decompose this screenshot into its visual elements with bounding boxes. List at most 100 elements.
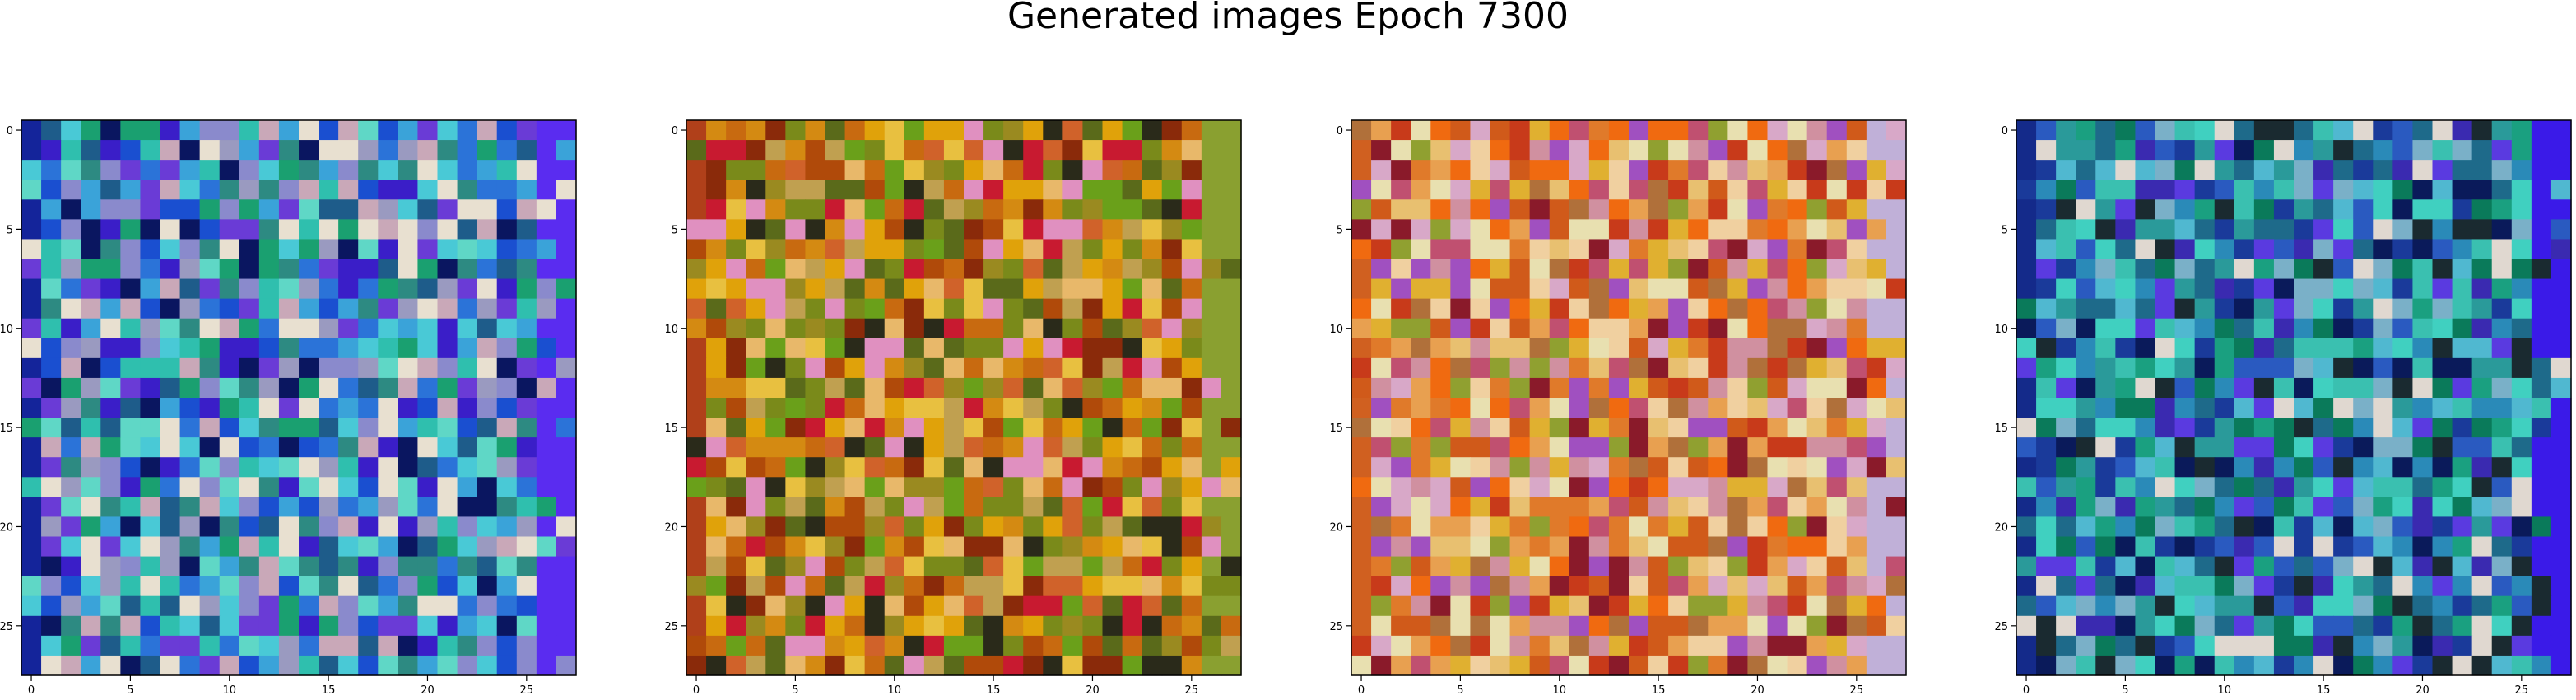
pixel-cell (2313, 180, 2334, 200)
pixel-cell (1529, 398, 1551, 418)
pixel-cell (457, 259, 478, 280)
pixel-cell (2511, 318, 2532, 339)
pixel-cell (1608, 180, 1630, 200)
pixel-cell (1747, 338, 1769, 359)
pixel-cell (2174, 278, 2196, 300)
pixel-cell (2412, 278, 2434, 300)
pixel-cell (1727, 418, 1749, 438)
pixel-cell (2313, 615, 2334, 637)
pixel-cell (1470, 120, 1491, 141)
pixel-cell (2412, 516, 2434, 538)
pixel-cell (825, 418, 846, 438)
pixel-cell (2234, 477, 2255, 497)
pixel-cell (120, 338, 142, 359)
pixel-cell (1629, 199, 1649, 220)
pixel-cell (2234, 556, 2255, 577)
pixel-cell (61, 318, 81, 339)
pixel-cell (100, 298, 121, 320)
pixel-cell (1391, 199, 1411, 220)
pixel-cell (1043, 180, 1063, 200)
pixel-cell (1529, 516, 1551, 538)
pixel-cell (140, 398, 161, 418)
pixel-cell (258, 516, 280, 538)
pixel-cell (1588, 595, 1610, 617)
pixel-cell (41, 398, 62, 418)
pixel-cell (81, 516, 101, 538)
pixel-cell (1569, 278, 1590, 300)
pixel-cell (278, 219, 300, 240)
pixel-cell (1430, 160, 1451, 180)
pixel-cell (398, 357, 419, 379)
pixel-cell (1886, 259, 1907, 280)
pixel-cell (686, 338, 707, 359)
pixel-cell (1747, 120, 1769, 141)
pixel-cell (1181, 278, 1202, 300)
pixel-cell (2115, 298, 2137, 320)
pixel-cell (1062, 199, 1084, 220)
pixel-cell (477, 239, 498, 260)
pixel-cell (358, 160, 379, 180)
pixel-cell (179, 477, 201, 497)
pixel-cell (1161, 338, 1183, 359)
pixel-cell (120, 298, 142, 320)
pixel-cell (496, 338, 518, 359)
pixel-cell (1003, 477, 1024, 497)
pixel-cell (1082, 120, 1104, 141)
pixel-cell (457, 298, 478, 320)
pixel-cell (1102, 357, 1123, 379)
pixel-cell (457, 398, 478, 418)
pixel-cell (2491, 536, 2513, 558)
pixel-cell (1509, 219, 1531, 240)
pixel-cell (496, 140, 518, 161)
pixel-cell (1629, 120, 1649, 141)
pixel-cell (2036, 418, 2057, 438)
pixel-cell (1043, 199, 1063, 220)
pixel-cell (1588, 516, 1610, 538)
pixel-cell (2313, 219, 2334, 240)
pixel-cell (358, 318, 379, 339)
pixel-cell (1102, 635, 1123, 656)
pixel-cell (1470, 556, 1491, 577)
pixel-cell (258, 120, 280, 141)
pixel-cell (536, 635, 557, 656)
pixel-cell (2313, 655, 2334, 676)
pixel-cell (2273, 418, 2295, 438)
pixel-cell (884, 536, 905, 558)
pixel-cell (1351, 199, 1372, 220)
pixel-cell (2115, 477, 2137, 497)
pixel-cell (1391, 437, 1411, 458)
pixel-cell (746, 120, 766, 141)
pixel-cell (536, 259, 557, 280)
pixel-cell (536, 457, 557, 478)
pixel-cell (1062, 160, 1084, 180)
pixel-cell (1122, 338, 1143, 359)
pixel-cell (1747, 219, 1769, 240)
pixel-cell (964, 635, 984, 656)
pixel-cell (2194, 457, 2216, 478)
pixel-cell (2471, 120, 2493, 141)
pixel-cell (746, 457, 766, 478)
pixel-cell (239, 615, 260, 637)
pixel-cell (1648, 556, 1669, 577)
pixel-cell (1490, 655, 1511, 676)
pixel-cell (2353, 635, 2374, 656)
pixel-cell (179, 437, 201, 458)
pixel-cell (179, 655, 201, 676)
pixel-cell (923, 338, 945, 359)
pixel-cell (2392, 477, 2414, 497)
pixel-cell (1767, 595, 1788, 617)
pixel-cell (1767, 516, 1788, 538)
pixel-cell (1629, 635, 1649, 656)
pixel-cell (706, 120, 727, 141)
pixel-cell (2016, 219, 2037, 240)
pixel-cell (1608, 318, 1630, 339)
pixel-cell (1727, 477, 1749, 497)
pixel-cell (1608, 140, 1630, 161)
pixel-cell (1470, 318, 1491, 339)
pixel-cell (983, 298, 1004, 320)
pixel-cell (417, 357, 439, 379)
pixel-cell (2471, 457, 2493, 478)
pixel-cell (299, 398, 319, 418)
pixel-cell (1142, 556, 1163, 577)
pixel-cell (2333, 357, 2354, 379)
